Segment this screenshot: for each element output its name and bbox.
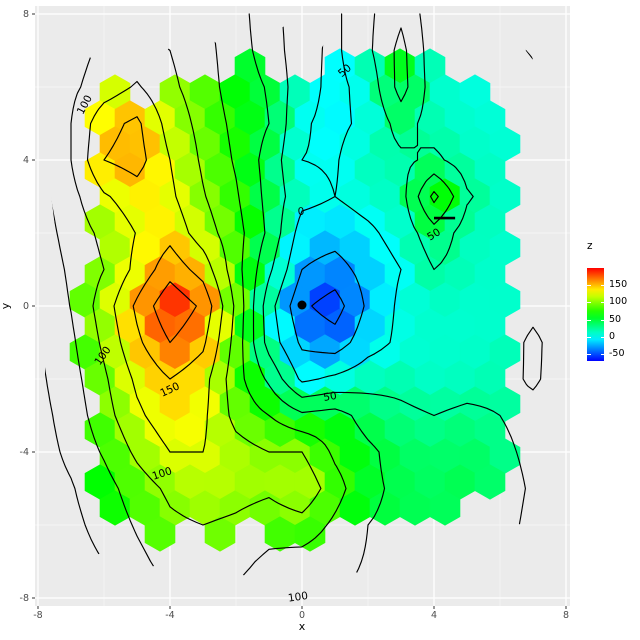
colorbar-tick-mark	[600, 319, 604, 321]
y-tick-label: 0	[23, 301, 29, 312]
colorbar-tick-mark	[587, 319, 591, 321]
legend-tick-label: 150	[609, 279, 628, 291]
colorbar-tick-mark	[600, 302, 604, 304]
contour-label: 0	[297, 206, 305, 219]
y-tick-label: -4	[20, 447, 29, 458]
colorbar-tick-mark	[600, 354, 604, 356]
contour-line-level-125	[86, 80, 224, 453]
contour-line-level--25	[289, 250, 365, 355]
legend-tick-label: 50	[609, 313, 622, 325]
point-marker	[297, 300, 307, 310]
colorbar-tick-mark	[587, 354, 591, 356]
contour-layer	[44, 13, 543, 586]
hex-surface-layer	[69, 48, 521, 552]
y-axis-title: y	[0, 302, 12, 310]
contour-line-level-175	[152, 281, 197, 344]
axis-ticks: -8 -4 0 4 8 -8 -4 0 4 8	[20, 9, 570, 621]
y-tick-label: -8	[20, 593, 29, 604]
x-axis-title: x	[298, 620, 306, 633]
legend-tick-label: -50	[609, 348, 625, 360]
contour-line-level--50	[311, 289, 345, 325]
x-tick-label: 0	[299, 610, 305, 621]
contour-line-level-150	[103, 116, 213, 380]
contour-label: 50	[322, 390, 337, 404]
contour-line-level-50	[44, 13, 455, 586]
y-tick-label: 4	[23, 155, 29, 166]
legend-colorbar	[587, 268, 604, 361]
x-tick-label: -8	[33, 610, 42, 621]
contour-label: 100	[151, 465, 174, 483]
colorbar-tick-mark	[587, 336, 591, 338]
legend-title: z	[587, 240, 593, 252]
legend-tick-label: 0	[609, 330, 616, 342]
x-tick-label: 8	[563, 610, 569, 621]
colorbar-tick-mark	[587, 302, 591, 304]
y-tick-label: 8	[23, 9, 29, 20]
contour-label: 100	[287, 590, 309, 605]
colorbar-tick-mark	[600, 336, 604, 338]
x-tick-label: 4	[431, 610, 437, 621]
legend-tick-label: 100	[609, 296, 628, 308]
colorbar-tick-mark	[587, 285, 591, 287]
x-tick-label: -4	[165, 610, 174, 621]
colorbar-tick-mark	[600, 285, 604, 287]
